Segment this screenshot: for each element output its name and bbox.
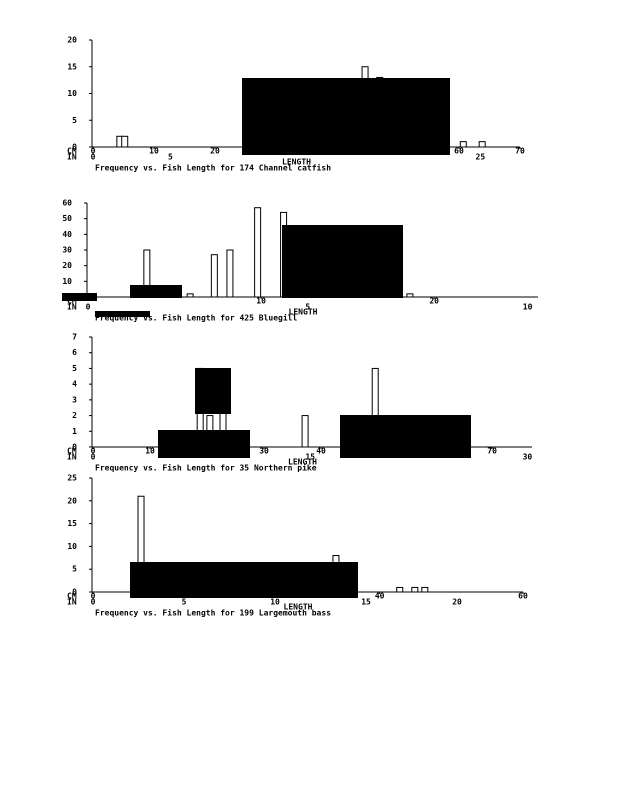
x-tick-label: 60 (454, 147, 464, 156)
black-block (95, 311, 150, 317)
bar (478, 141, 486, 148)
y-tick-label: 15 (67, 519, 77, 528)
chart-caption: Frequency vs. Fish Length for 174 Channe… (95, 163, 331, 173)
y-tick-label: 2 (72, 411, 77, 420)
y-tick-label: 5 (72, 364, 77, 373)
in-tick-label: 0 (91, 598, 96, 607)
bar (396, 586, 404, 593)
y-tick-label: 5 (72, 116, 77, 125)
chart-caption: Frequency vs. Fish Length for 199 Largem… (95, 608, 331, 618)
y-tick-label: 15 (67, 62, 77, 71)
in-axis-label: IN (67, 453, 77, 462)
cm-axis-label: CM (67, 592, 77, 601)
y-tick-label: 10 (67, 89, 77, 98)
chart-caption: Frequency vs. Fish Length for 425 Bluegi… (95, 313, 297, 323)
bar (226, 249, 234, 298)
black-block (242, 78, 450, 155)
x-tick-label: 10 (145, 447, 155, 456)
bar (411, 586, 419, 593)
black-block (130, 285, 182, 298)
y-tick-label: 3 (72, 395, 77, 404)
in-tick-label: 25 (476, 153, 486, 162)
x-tick-label: 0 (91, 592, 96, 601)
bar (459, 141, 467, 148)
in-tick-label: 20 (452, 598, 462, 607)
y-tick-label: 0 (72, 443, 77, 452)
y-tick-label: 0 (72, 143, 77, 152)
black-block (195, 368, 231, 414)
y-tick-label: 30 (62, 246, 72, 255)
y-tick-label: 20 (67, 496, 77, 505)
x-tick-label: 70 (515, 147, 525, 156)
x-tick-label: 30 (259, 447, 269, 456)
x-tick-label: 40 (316, 447, 326, 456)
bar (406, 293, 414, 298)
black-block (158, 430, 250, 458)
in-tick-label: 10 (523, 303, 533, 312)
in-axis-label: IN (67, 303, 77, 312)
x-axis-label: LENGTH (282, 158, 311, 167)
bar (421, 586, 429, 593)
chart-caption: Frequency vs. Fish Length for 35 Norther… (95, 463, 317, 473)
x-tick-label: 0 (91, 447, 96, 456)
in-tick-label: 15 (361, 598, 371, 607)
x-tick-label: 20 (210, 147, 220, 156)
in-tick-label: 15 (305, 453, 315, 462)
y-tick-label: 10 (62, 277, 72, 286)
x-tick-label: 60 (518, 592, 528, 601)
cm-axis-label: CM (67, 147, 77, 156)
y-tick-label: 25 (67, 474, 77, 483)
in-axis-label: IN (67, 153, 77, 162)
y-tick-label: 5 (72, 565, 77, 574)
y-tick-label: 60 (62, 199, 72, 208)
x-tick-label: 20 (429, 297, 439, 306)
y-tick-label: 20 (67, 36, 77, 45)
black-block (340, 415, 471, 458)
y-tick-label: 6 (72, 348, 77, 357)
y-tick-label: 0 (72, 588, 77, 597)
in-tick-label: 30 (523, 453, 533, 462)
in-tick-label: 0 (86, 303, 91, 312)
x-axis-label: LENGTH (284, 603, 313, 612)
y-tick-label: 1 (72, 427, 77, 436)
in-tick-label: 10 (270, 598, 280, 607)
cm-axis-label: CM (67, 447, 77, 456)
x-tick-label: 10 (149, 147, 159, 156)
x-axis-label: LENGTH (288, 458, 317, 467)
in-tick-label: 0 (91, 453, 96, 462)
scan-artifacts (62, 78, 471, 598)
black-block (130, 562, 358, 598)
x-axis-label: LENGTH (289, 308, 318, 317)
y-tick-label: 40 (62, 230, 72, 239)
x-tick-label: 40 (375, 592, 385, 601)
x-tick-label: 0 (91, 147, 96, 156)
bar (186, 293, 194, 298)
y-tick-label: 7 (72, 333, 77, 342)
in-tick-label: 5 (168, 153, 173, 162)
y-tick-label: 4 (72, 380, 77, 389)
y-tick-label: 50 (62, 214, 72, 223)
bar (301, 415, 309, 448)
in-tick-label: 5 (305, 303, 310, 312)
in-axis-label: IN (67, 598, 77, 607)
in-tick-label: 0 (91, 153, 96, 162)
y-tick-label: 20 (62, 261, 72, 270)
black-block (282, 225, 403, 298)
x-tick-label: 70 (487, 447, 497, 456)
in-tick-label: 5 (182, 598, 187, 607)
y-tick-label: 10 (67, 542, 77, 551)
bar (121, 135, 129, 148)
black-block (62, 293, 97, 301)
x-tick-label: 10 (256, 297, 266, 306)
bar (254, 207, 262, 298)
bar (210, 254, 218, 298)
